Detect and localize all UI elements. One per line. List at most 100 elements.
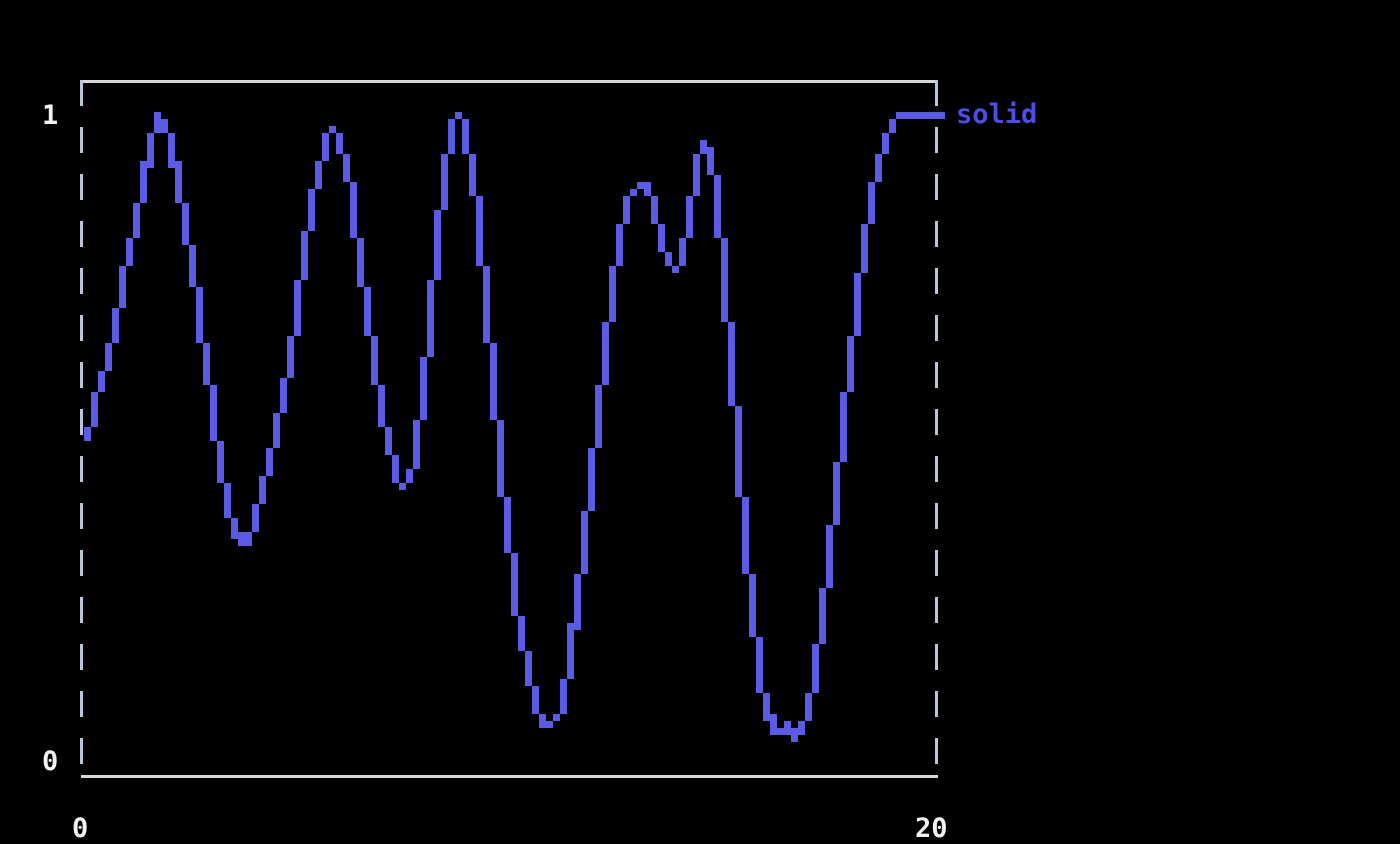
data-point xyxy=(616,224,623,231)
data-point xyxy=(602,350,609,357)
data-point xyxy=(763,707,770,714)
data-point xyxy=(833,511,840,518)
data-point xyxy=(609,273,616,280)
data-point xyxy=(273,413,280,420)
data-point xyxy=(490,392,497,399)
data-point xyxy=(756,651,763,658)
data-point xyxy=(182,238,189,245)
data-point xyxy=(658,231,665,238)
data-point xyxy=(350,224,357,231)
data-point xyxy=(819,637,826,644)
data-point xyxy=(175,182,182,189)
data-point xyxy=(462,133,469,140)
data-point xyxy=(175,175,182,182)
data-point xyxy=(560,700,567,707)
data-point xyxy=(336,133,343,140)
data-point xyxy=(161,126,168,133)
data-point xyxy=(595,399,602,406)
data-point xyxy=(105,343,112,350)
data-point xyxy=(735,406,742,413)
data-point xyxy=(854,301,861,308)
data-point xyxy=(567,630,574,637)
data-point xyxy=(322,133,329,140)
data-point xyxy=(833,504,840,511)
data-point xyxy=(203,350,210,357)
data-point xyxy=(574,595,581,602)
data-point xyxy=(469,182,476,189)
data-point xyxy=(707,168,714,175)
data-point xyxy=(721,245,728,252)
data-point xyxy=(497,490,504,497)
data-point xyxy=(441,189,448,196)
data-point xyxy=(728,322,735,329)
data-point xyxy=(434,210,441,217)
data-point xyxy=(308,217,315,224)
data-point xyxy=(483,280,490,287)
data-point xyxy=(224,504,231,511)
data-point xyxy=(567,672,574,679)
data-point xyxy=(476,252,483,259)
data-point xyxy=(749,616,756,623)
data-point xyxy=(280,406,287,413)
data-point xyxy=(427,322,434,329)
data-point xyxy=(357,252,364,259)
data-point xyxy=(175,196,182,203)
data-point xyxy=(847,350,854,357)
data-point xyxy=(854,308,861,315)
data-point xyxy=(721,315,728,322)
data-point xyxy=(560,679,567,686)
data-point xyxy=(357,245,364,252)
data-point xyxy=(392,476,399,483)
data-point xyxy=(819,588,826,595)
data-point xyxy=(168,133,175,140)
data-point xyxy=(315,182,322,189)
data-point xyxy=(693,189,700,196)
data-point xyxy=(567,665,574,672)
data-point xyxy=(875,175,882,182)
x-axis-tick-label-max: 20 xyxy=(915,813,948,844)
data-point xyxy=(308,224,315,231)
data-point xyxy=(378,392,385,399)
y-axis-left xyxy=(80,80,83,778)
data-point xyxy=(427,287,434,294)
data-point xyxy=(497,434,504,441)
data-point xyxy=(588,490,595,497)
data-point xyxy=(427,280,434,287)
data-point xyxy=(581,518,588,525)
data-point xyxy=(777,728,784,735)
data-point xyxy=(490,378,497,385)
data-point xyxy=(259,476,266,483)
data-point xyxy=(448,140,455,147)
data-point xyxy=(742,497,749,504)
data-point xyxy=(546,721,553,728)
data-point xyxy=(357,259,364,266)
data-point xyxy=(196,287,203,294)
data-point xyxy=(210,413,217,420)
data-point xyxy=(770,728,777,735)
data-point xyxy=(364,294,371,301)
data-point xyxy=(749,588,756,595)
data-point xyxy=(742,504,749,511)
data-point xyxy=(483,329,490,336)
data-point xyxy=(420,371,427,378)
data-point xyxy=(476,210,483,217)
data-point xyxy=(504,518,511,525)
data-point xyxy=(210,392,217,399)
data-point xyxy=(833,476,840,483)
data-point xyxy=(756,679,763,686)
data-point xyxy=(728,385,735,392)
data-point xyxy=(413,420,420,427)
data-point xyxy=(700,147,707,154)
data-point xyxy=(791,735,798,742)
y-axis-right xyxy=(935,80,938,778)
data-point xyxy=(595,385,602,392)
data-point xyxy=(168,147,175,154)
data-point xyxy=(280,378,287,385)
data-point xyxy=(714,224,721,231)
data-point xyxy=(147,161,154,168)
data-point xyxy=(441,154,448,161)
data-point xyxy=(868,189,875,196)
data-point xyxy=(672,266,679,273)
data-point xyxy=(588,462,595,469)
